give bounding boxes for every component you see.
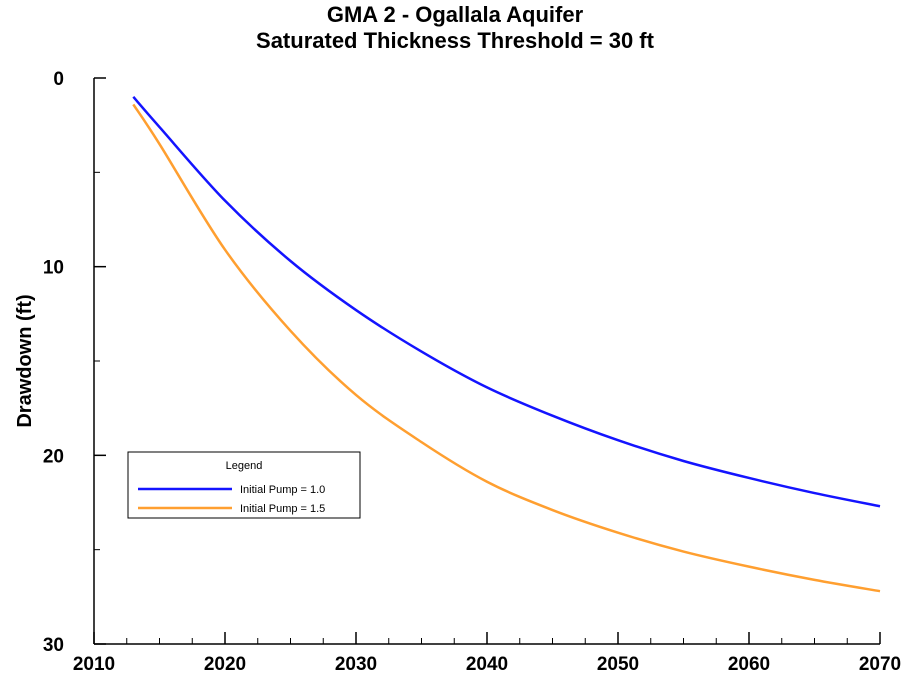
x-tick-label: 2020 <box>204 654 246 675</box>
x-tick-label: 2030 <box>335 654 377 675</box>
x-tick-label: 2040 <box>466 654 508 675</box>
chart-title: GMA 2 - Ogallala Aquifer <box>327 2 584 27</box>
y-axis-label: Drawdown (ft) <box>14 294 36 427</box>
x-tick-label: 2070 <box>859 654 901 675</box>
x-tick-label: 2050 <box>597 654 639 675</box>
y-tick-label: 10 <box>43 258 64 279</box>
y-tick-label: 0 <box>53 69 64 90</box>
legend-label-1: Initial Pump = 1.0 <box>240 484 325 496</box>
legend-title: Legend <box>226 460 263 472</box>
chart-subtitle: Saturated Thickness Threshold = 30 ft <box>256 28 655 53</box>
x-ticks: 2010 2020 2030 2040 2050 2060 2070 <box>73 632 901 675</box>
x-tick-label: 2010 <box>73 654 115 675</box>
series-group <box>132 96 881 593</box>
y-ticks: 0 10 20 30 <box>43 69 106 656</box>
series-line-1 <box>132 96 881 508</box>
legend-label-2: Initial Pump = 1.5 <box>240 503 325 515</box>
series-line-2 <box>132 103 881 593</box>
y-tick-label: 20 <box>43 446 64 467</box>
y-tick-label: 30 <box>43 635 64 656</box>
x-tick-label: 2060 <box>728 654 770 675</box>
legend-entries: Initial Pump = 1.0 Initial Pump = 1.5 <box>138 484 325 515</box>
